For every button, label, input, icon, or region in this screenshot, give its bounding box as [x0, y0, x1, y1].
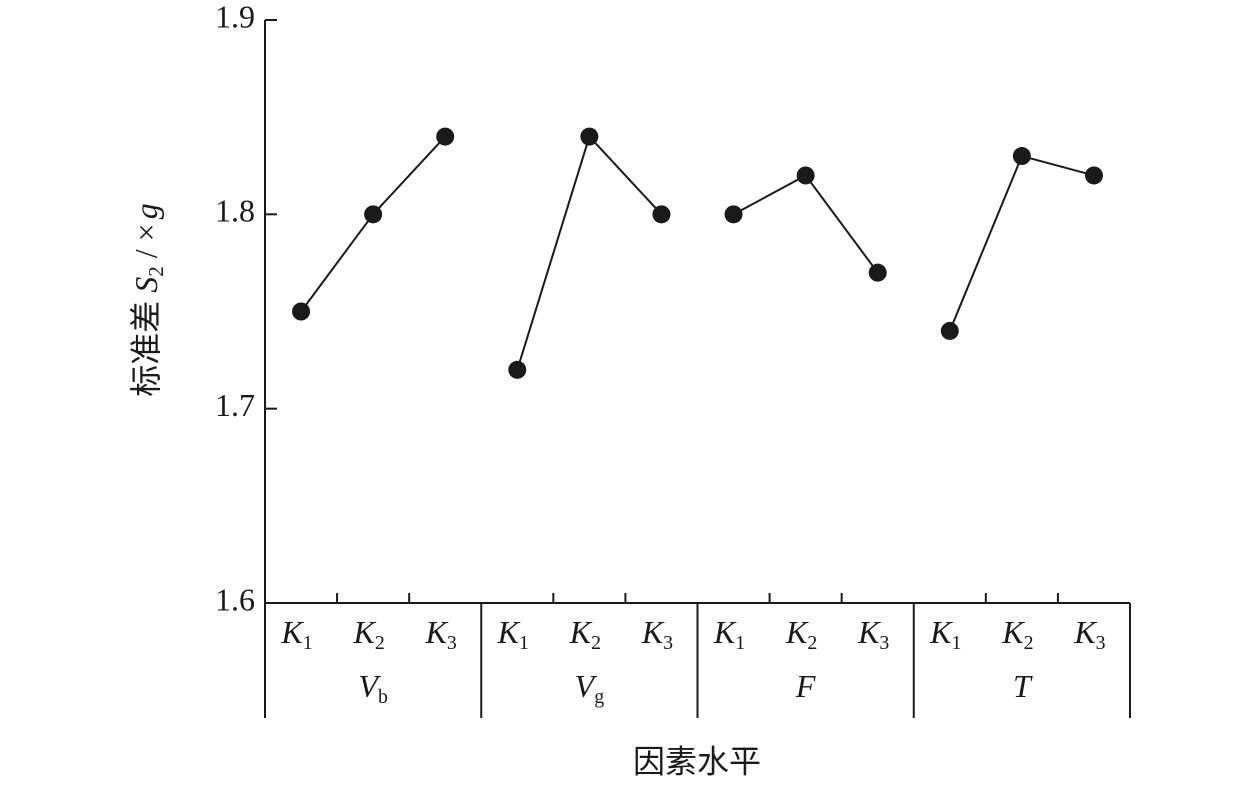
x-tick-label: K3 [641, 614, 673, 653]
x-tick-label-sub: 2 [1024, 632, 1034, 654]
point [580, 127, 599, 146]
x-tick-label-sub: 1 [952, 632, 962, 654]
x-tick-label-sub: 3 [1096, 632, 1106, 654]
point [364, 205, 383, 224]
point [508, 360, 527, 379]
group-label: Vb [358, 668, 388, 707]
y-title-var: S [128, 277, 164, 293]
point [1084, 166, 1103, 185]
x-axis-title: 因素水平 [633, 743, 761, 779]
x-tick-label: K3 [1073, 614, 1105, 653]
group-label: Vg [575, 668, 605, 707]
x-tick-label: K1 [280, 614, 312, 653]
y-title-prefix: 标准差 [128, 301, 164, 397]
y-title-unit: / × [128, 223, 164, 258]
x-tick-label-sub: 3 [879, 632, 889, 654]
point [292, 302, 311, 321]
series-line [948, 154, 1095, 332]
y-tick-label: 1.9 [215, 0, 255, 34]
x-tick-label-sub: 2 [591, 632, 601, 654]
point [796, 166, 815, 185]
y-axis-title: 标准差 S2 / × g [128, 203, 167, 396]
x-tick-label: K3 [857, 614, 889, 653]
x-tick-label-main: K [929, 614, 953, 650]
x-tick-label-main: K [857, 614, 881, 650]
x-tick-label: K2 [1001, 614, 1033, 653]
y-title-unit-var: g [128, 203, 164, 219]
point [868, 263, 887, 282]
x-tick-label-main: K [497, 614, 521, 650]
point [652, 205, 671, 224]
point [724, 205, 743, 224]
x-tick-label: K1 [497, 614, 529, 653]
x-tick-label-sub: 2 [375, 632, 385, 654]
x-tick-label-main: K [1073, 614, 1097, 650]
y-tick-label: 1.8 [215, 193, 255, 229]
x-tick-label-sub: 3 [447, 632, 457, 654]
x-tick-label-sub: 1 [303, 632, 313, 654]
group-label-main: V [575, 668, 598, 704]
x-tick-label-main: K [1001, 614, 1025, 650]
x-tick-label-sub: 3 [663, 632, 673, 654]
group-label-main: T [1013, 668, 1033, 704]
group-label-main: V [358, 668, 381, 704]
x-tick-label: K1 [929, 614, 961, 653]
x-tick-label: K2 [785, 614, 817, 653]
series-line [300, 135, 446, 313]
group-label-sub: g [594, 686, 604, 708]
point [436, 127, 455, 146]
y-title-sub: 2 [144, 266, 168, 277]
x-tick-label: K3 [425, 614, 457, 653]
x-tick-label: K2 [352, 614, 384, 653]
group-label: T [1013, 668, 1033, 704]
x-tick-label-main: K [569, 614, 593, 650]
x-tick-label: K2 [569, 614, 601, 653]
series-line [733, 174, 879, 274]
x-tick-label-sub: 1 [735, 632, 745, 654]
x-tick-label-sub: 1 [519, 632, 529, 654]
group-label-main: F [795, 668, 816, 704]
group-label: F [795, 668, 816, 704]
x-tick-label-main: K [425, 614, 449, 650]
x-tick-label-main: K [641, 614, 665, 650]
point [940, 321, 959, 340]
y-tick-label: 1.7 [215, 387, 255, 423]
y-tick-label: 1.6 [215, 581, 255, 617]
group-label-sub: b [378, 686, 388, 708]
x-tick-label-main: K [352, 614, 376, 650]
x-tick-label: K1 [713, 614, 745, 653]
series-line [516, 134, 663, 371]
x-tick-label-main: K [713, 614, 737, 650]
x-tick-label-main: K [785, 614, 809, 650]
x-tick-label-main: K [280, 614, 304, 650]
x-tick-label-sub: 2 [807, 632, 817, 654]
point [1012, 147, 1031, 166]
